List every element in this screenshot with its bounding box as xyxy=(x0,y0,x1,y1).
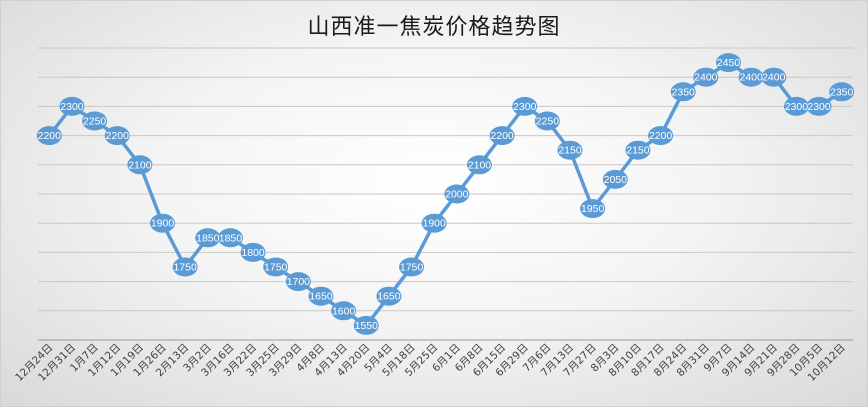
data-point xyxy=(829,82,855,102)
data-label: 2300 xyxy=(60,101,84,113)
data-point xyxy=(715,53,741,73)
data-label: 2400 xyxy=(694,72,718,84)
data-label: 1850 xyxy=(196,232,220,244)
chart-title: 山西准一焦炭价格趋势图 xyxy=(307,15,561,40)
data-point xyxy=(806,96,832,116)
data-label: 2000 xyxy=(445,189,469,201)
data-point xyxy=(172,257,198,277)
data-point xyxy=(150,213,176,233)
data-label: 2300 xyxy=(513,101,537,113)
data-label: 2450 xyxy=(717,57,741,69)
data-point xyxy=(444,184,470,204)
data-label: 2400 xyxy=(739,72,763,84)
data-point xyxy=(466,155,492,175)
data-labels: 2200 2300 2250 2200 2100 1900 1750 1850 1850 1800… xyxy=(38,57,854,332)
data-point xyxy=(783,96,809,116)
data-point xyxy=(534,111,560,131)
data-label: 2200 xyxy=(490,130,514,142)
data-point xyxy=(36,126,62,146)
data-label: 1650 xyxy=(377,291,401,303)
data-label: 1750 xyxy=(264,262,288,274)
data-label: 2350 xyxy=(830,86,854,98)
data-point xyxy=(670,82,696,102)
data-label: 1800 xyxy=(241,247,265,259)
data-label: 2100 xyxy=(468,159,492,171)
data-point xyxy=(580,199,606,219)
data-point xyxy=(285,272,311,292)
data-label: 1600 xyxy=(332,305,356,317)
data-label: 2400 xyxy=(762,72,786,84)
data-label: 2150 xyxy=(626,145,650,157)
data-point xyxy=(376,286,402,306)
data-point xyxy=(59,96,85,116)
data-point xyxy=(421,213,447,233)
data-label: 1850 xyxy=(219,232,243,244)
data-point xyxy=(761,67,787,87)
data-label: 1700 xyxy=(287,276,311,288)
data-point xyxy=(195,228,221,248)
data-label: 2250 xyxy=(536,116,560,128)
data-label: 1900 xyxy=(151,218,175,230)
data-label: 1900 xyxy=(423,218,447,230)
x-axis-tick-labels: 12月24日12月31日1月7日1月12日1月19日1月26日2月13日3月2日… xyxy=(13,342,848,384)
data-point xyxy=(399,257,425,277)
data-point xyxy=(331,301,357,321)
data-label: 2350 xyxy=(672,86,696,98)
data-markers xyxy=(36,53,855,335)
data-point xyxy=(308,286,334,306)
data-point xyxy=(512,96,538,116)
data-label: 1750 xyxy=(400,262,424,274)
data-label: 2300 xyxy=(785,101,809,113)
data-label: 1550 xyxy=(355,320,379,332)
data-point xyxy=(738,67,764,87)
data-label: 2200 xyxy=(649,130,673,142)
data-label: 2150 xyxy=(558,145,582,157)
data-point xyxy=(240,242,266,262)
data-point xyxy=(625,140,651,160)
data-label: 2300 xyxy=(807,101,831,113)
data-point xyxy=(127,155,153,175)
data-point xyxy=(263,257,289,277)
data-label: 1950 xyxy=(581,203,605,215)
data-label: 2200 xyxy=(38,130,62,142)
data-point xyxy=(693,67,719,87)
data-point xyxy=(648,126,674,146)
data-label: 2200 xyxy=(106,130,130,142)
data-label: 2050 xyxy=(604,174,628,186)
data-point xyxy=(557,140,583,160)
data-label: 1750 xyxy=(173,262,197,274)
data-label: 2250 xyxy=(83,116,107,128)
data-point xyxy=(489,126,515,146)
data-point xyxy=(602,169,628,189)
data-label: 1650 xyxy=(309,291,333,303)
data-point xyxy=(217,228,243,248)
data-point xyxy=(353,315,379,335)
data-point xyxy=(104,126,130,146)
data-label: 2100 xyxy=(128,159,152,171)
data-point xyxy=(82,111,108,131)
